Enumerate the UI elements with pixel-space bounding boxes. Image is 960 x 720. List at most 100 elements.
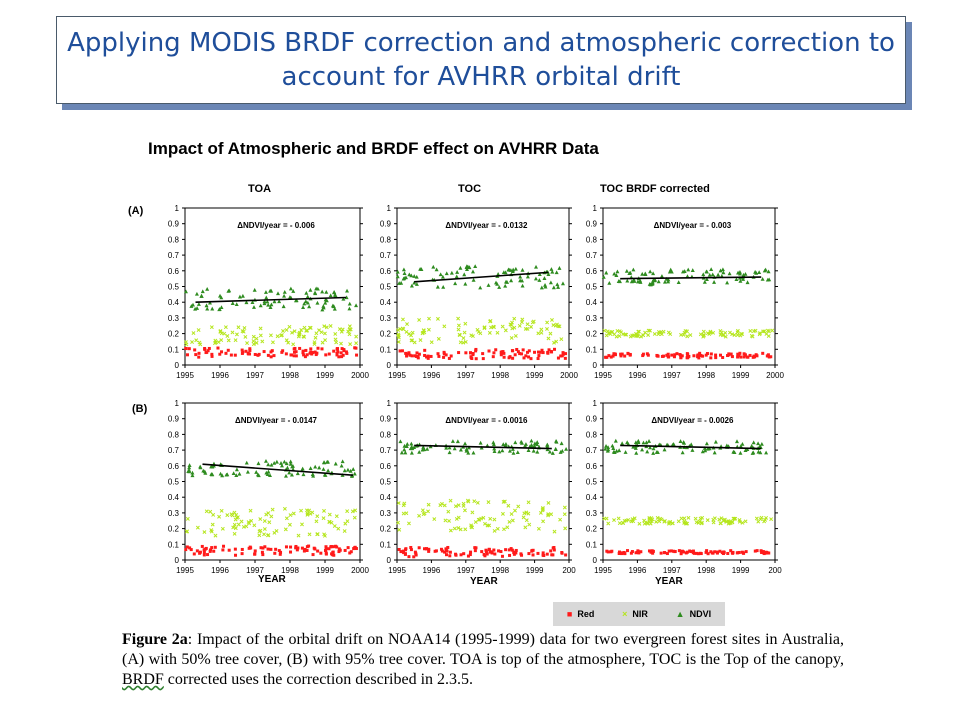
point-nir bbox=[620, 520, 625, 525]
caption-label: Figure 2a bbox=[122, 631, 188, 648]
point-ndvi bbox=[721, 270, 726, 275]
point-nir bbox=[327, 512, 332, 517]
point-ndvi bbox=[302, 301, 307, 306]
point-nir bbox=[231, 525, 236, 530]
point-ndvi bbox=[607, 281, 612, 285]
point-red bbox=[337, 355, 341, 359]
point-nir bbox=[339, 329, 344, 334]
point-red bbox=[269, 355, 273, 359]
point-nir bbox=[202, 530, 207, 535]
point-red bbox=[514, 551, 518, 555]
point-nir bbox=[196, 328, 201, 332]
point-nir bbox=[723, 330, 728, 335]
point-ndvi bbox=[466, 450, 471, 455]
x-tick-label: 1995 bbox=[388, 566, 406, 575]
point-nir bbox=[461, 336, 466, 341]
point-red bbox=[487, 349, 491, 353]
x-tick-label: 1995 bbox=[594, 371, 612, 380]
point-nir bbox=[616, 516, 621, 521]
point-ndvi bbox=[549, 267, 554, 271]
point-ndvi bbox=[234, 473, 239, 478]
point-nir bbox=[685, 334, 690, 339]
point-ndvi bbox=[704, 269, 709, 274]
point-ndvi bbox=[300, 466, 305, 471]
point-nir bbox=[210, 522, 215, 527]
ndvi-trend-annotation: ΔNDVI/year = - 0.0026 bbox=[651, 416, 734, 425]
point-ndvi bbox=[662, 279, 667, 284]
point-ndvi bbox=[518, 274, 523, 279]
point-nir bbox=[694, 520, 699, 525]
point-ndvi bbox=[320, 289, 325, 294]
point-nir bbox=[258, 517, 263, 522]
point-ndvi bbox=[245, 469, 250, 474]
point-nir bbox=[305, 328, 310, 333]
point-red bbox=[424, 547, 428, 551]
point-ndvi bbox=[449, 270, 454, 275]
point-ndvi bbox=[627, 271, 632, 275]
point-nir bbox=[470, 334, 475, 339]
point-ndvi bbox=[553, 446, 558, 451]
point-red bbox=[218, 352, 222, 356]
point-nir bbox=[456, 323, 461, 328]
x-tick-label: 1997 bbox=[663, 566, 681, 575]
point-nir bbox=[435, 316, 440, 321]
point-ndvi bbox=[491, 442, 496, 447]
point-red bbox=[346, 546, 350, 550]
point-red bbox=[705, 549, 709, 553]
point-ndvi bbox=[187, 465, 192, 470]
point-nir bbox=[555, 322, 559, 327]
point-ndvi bbox=[227, 288, 232, 293]
point-ndvi bbox=[620, 441, 625, 446]
point-nir bbox=[448, 528, 453, 533]
point-red bbox=[210, 352, 214, 356]
point-ndvi bbox=[668, 267, 673, 272]
point-nir bbox=[478, 331, 483, 336]
point-red bbox=[433, 549, 437, 553]
point-nir bbox=[666, 330, 671, 335]
point-nir bbox=[334, 514, 339, 519]
point-nir bbox=[452, 526, 457, 531]
point-ndvi bbox=[287, 470, 292, 475]
y-tick-label: 0.1 bbox=[586, 345, 598, 354]
point-red bbox=[329, 545, 333, 549]
point-ndvi bbox=[447, 445, 452, 450]
point-nir bbox=[322, 331, 327, 336]
point-nir bbox=[225, 513, 230, 518]
x-tick-label: 2000 bbox=[560, 371, 578, 380]
point-ndvi bbox=[395, 274, 400, 279]
point-nir bbox=[688, 333, 693, 337]
point-red bbox=[261, 546, 265, 550]
point-red bbox=[641, 352, 645, 356]
point-ndvi bbox=[422, 447, 427, 452]
point-nir bbox=[711, 520, 716, 525]
point-red bbox=[274, 547, 278, 551]
point-red bbox=[340, 355, 344, 359]
point-red bbox=[561, 351, 565, 355]
x-tick-label: 1995 bbox=[176, 566, 194, 575]
point-red bbox=[260, 550, 264, 554]
point-nir bbox=[517, 323, 522, 328]
point-ndvi bbox=[707, 446, 712, 451]
x-tick-label: 1999 bbox=[526, 371, 544, 380]
point-red bbox=[355, 353, 359, 357]
point-red bbox=[353, 346, 357, 350]
point-nir bbox=[540, 507, 545, 512]
point-red bbox=[289, 545, 293, 549]
point-ndvi bbox=[313, 464, 318, 469]
point-ndvi bbox=[556, 285, 561, 289]
point-red bbox=[502, 355, 506, 359]
point-ndvi bbox=[548, 280, 553, 285]
point-ndvi bbox=[520, 267, 525, 272]
point-red bbox=[564, 553, 568, 557]
point-ndvi bbox=[612, 271, 617, 276]
x-tick-label: 2000 bbox=[351, 566, 369, 575]
point-red bbox=[331, 545, 335, 549]
point-nir bbox=[676, 519, 681, 524]
point-red bbox=[415, 351, 419, 355]
point-nir bbox=[548, 331, 553, 336]
point-red bbox=[263, 545, 267, 549]
point-red bbox=[766, 551, 770, 555]
point-nir bbox=[194, 338, 199, 343]
point-nir bbox=[185, 529, 190, 534]
point-red bbox=[305, 548, 309, 552]
